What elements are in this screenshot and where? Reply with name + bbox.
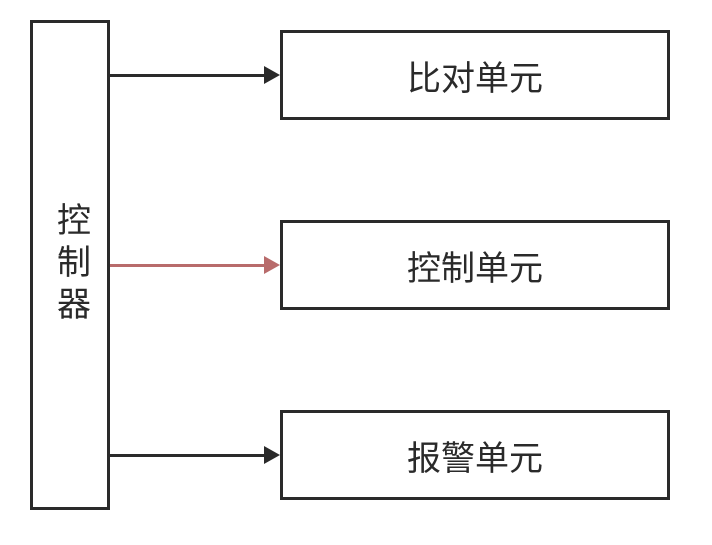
controller-box: 控制器 xyxy=(30,20,110,510)
arrow-line-1 xyxy=(110,264,266,267)
arrow-line-2 xyxy=(110,454,266,457)
unit-box-1: 控制单元 xyxy=(280,220,670,310)
unit-label-2: 报警单元 xyxy=(407,431,543,480)
arrow-head-1 xyxy=(264,256,280,274)
arrow-head-2 xyxy=(264,446,280,464)
unit-label-1: 控制单元 xyxy=(407,241,543,290)
unit-box-0: 比对单元 xyxy=(280,30,670,120)
controller-label: 控制器 xyxy=(46,202,95,328)
unit-label-0: 比对单元 xyxy=(407,51,543,100)
unit-box-2: 报警单元 xyxy=(280,410,670,500)
arrow-head-0 xyxy=(264,66,280,84)
arrow-line-0 xyxy=(110,74,266,77)
